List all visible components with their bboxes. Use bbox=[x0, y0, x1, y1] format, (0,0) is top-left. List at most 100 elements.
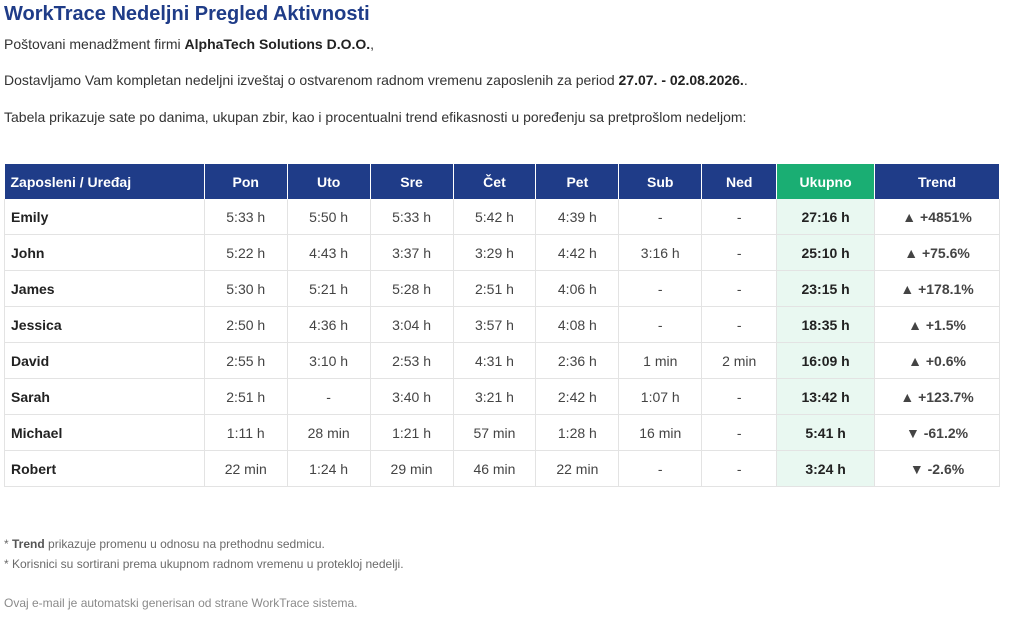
header-trend: Trend bbox=[874, 164, 1000, 199]
day-hours: 3:40 h bbox=[370, 378, 454, 415]
day-hours: 5:28 h bbox=[370, 270, 454, 307]
day-hours: - bbox=[701, 234, 778, 271]
trend-note-label: Trend bbox=[12, 537, 45, 551]
day-hours: 29 min bbox=[370, 450, 454, 487]
day-hours: 5:42 h bbox=[453, 199, 537, 235]
day-hours: 2 min bbox=[701, 342, 778, 379]
trend-value: ▲ +4851% bbox=[874, 199, 1000, 235]
day-hours: 4:06 h bbox=[535, 270, 620, 307]
table-row: James 5:30 h 5:21 h 5:28 h 2:51 h 4:06 h - -23:… bbox=[4, 270, 1000, 307]
day-hours: 5:50 h bbox=[287, 199, 371, 235]
employee-name: Michael bbox=[4, 414, 205, 451]
total-hours: 18:35 h bbox=[776, 306, 876, 343]
header-day: Pon bbox=[204, 164, 288, 199]
header-day: Uto bbox=[287, 164, 371, 199]
table-row: Michael 1:11 h 28 min 1:21 h 57 min 1:28 h 16 … bbox=[4, 414, 1000, 451]
day-hours: 3:29 h bbox=[453, 234, 537, 271]
day-hours: - bbox=[701, 306, 778, 343]
total-hours: 5:41 h bbox=[776, 414, 876, 451]
trend-value: ▼ -61.2% bbox=[874, 414, 1000, 451]
greeting-suffix: , bbox=[370, 36, 375, 52]
trend-value: ▼ -2.6% bbox=[874, 450, 1000, 487]
greeting: Poštovani menadžment firmi AlphaTech Sol… bbox=[4, 35, 374, 53]
day-hours: 5:33 h bbox=[370, 199, 454, 235]
total-hours: 23:15 h bbox=[776, 270, 876, 307]
day-hours: 3:57 h bbox=[453, 306, 537, 343]
total-hours: 3:24 h bbox=[776, 450, 876, 487]
table-row: Sarah 2:51 h -3:40 h 3:21 h 2:42 h 1:07 h -13:… bbox=[4, 378, 1000, 415]
day-hours: 28 min bbox=[287, 414, 371, 451]
header-day: Ned bbox=[701, 164, 778, 199]
employee-name: Emily bbox=[4, 199, 205, 235]
day-hours: 22 min bbox=[535, 450, 620, 487]
report-period: 27.07. - 02.08.2026. bbox=[618, 72, 744, 88]
day-hours: - bbox=[618, 270, 703, 307]
trend-value: ▲ +1.5% bbox=[874, 306, 1000, 343]
day-hours: 16 min bbox=[618, 414, 703, 451]
day-hours: 1:24 h bbox=[287, 450, 371, 487]
intro-paragraph: Dostavljamo Vam kompletan nedeljni izveš… bbox=[4, 71, 748, 89]
intro-text: Dostavljamo Vam kompletan nedeljni izveš… bbox=[4, 72, 619, 88]
total-hours: 13:42 h bbox=[776, 378, 876, 415]
day-hours: 4:42 h bbox=[535, 234, 620, 271]
footer-text: Ovaj e-mail je automatski generisan od s… bbox=[4, 596, 358, 610]
day-hours: 2:50 h bbox=[204, 306, 288, 343]
header-total: Ukupno bbox=[776, 164, 876, 199]
table-row: John 5:22 h 4:43 h 3:37 h 3:29 h 4:42 h 3:16 h… bbox=[4, 234, 1000, 271]
trend-value: ▲ +75.6% bbox=[874, 234, 1000, 271]
sort-note: * Korisnici su sortirani prema ukupnom r… bbox=[4, 557, 404, 571]
day-hours: - bbox=[701, 270, 778, 307]
header-employee: Zaposleni / Uređaj bbox=[4, 164, 205, 199]
day-hours: - bbox=[618, 450, 703, 487]
employee-name: James bbox=[4, 270, 205, 307]
day-hours: - bbox=[701, 199, 778, 235]
day-hours: 4:39 h bbox=[535, 199, 620, 235]
trend-note-text: prikazuje promenu u odnosu na prethodnu … bbox=[44, 537, 325, 551]
total-hours: 27:16 h bbox=[776, 199, 876, 235]
header-day: Pet bbox=[535, 164, 620, 199]
day-hours: 4:43 h bbox=[287, 234, 371, 271]
trend-value: ▲ +0.6% bbox=[874, 342, 1000, 379]
day-hours: 4:08 h bbox=[535, 306, 620, 343]
day-hours: - bbox=[701, 414, 778, 451]
day-hours: 3:04 h bbox=[370, 306, 454, 343]
trend-value: ▲ +123.7% bbox=[874, 378, 1000, 415]
day-hours: - bbox=[701, 450, 778, 487]
day-hours: 2:36 h bbox=[535, 342, 620, 379]
day-hours: 46 min bbox=[453, 450, 537, 487]
day-hours: 5:30 h bbox=[204, 270, 288, 307]
day-hours: 2:51 h bbox=[204, 378, 288, 415]
greeting-prefix: Poštovani menadžment firmi bbox=[4, 36, 185, 52]
day-hours: 2:42 h bbox=[535, 378, 620, 415]
day-hours: 22 min bbox=[204, 450, 288, 487]
day-hours: 1 min bbox=[618, 342, 703, 379]
day-hours: 4:36 h bbox=[287, 306, 371, 343]
employee-name: Jessica bbox=[4, 306, 205, 343]
day-hours: 1:28 h bbox=[535, 414, 620, 451]
day-hours: 1:11 h bbox=[204, 414, 288, 451]
day-hours: 1:21 h bbox=[370, 414, 454, 451]
day-hours: 3:16 h bbox=[618, 234, 703, 271]
trend-value: ▲ +178.1% bbox=[874, 270, 1000, 307]
employee-name: John bbox=[4, 234, 205, 271]
email-title: WorkTrace Nedeljni Pregled Aktivnosti bbox=[4, 3, 370, 25]
table-body: Emily 5:33 h 5:50 h 5:33 h 5:42 h 4:39 h - -27:… bbox=[4, 199, 1000, 487]
day-hours: 5:21 h bbox=[287, 270, 371, 307]
intro-suffix: . bbox=[743, 72, 748, 88]
header-row: Zaposleni / Uređaj Pon Uto Sre Čet Pet Sub Ned U… bbox=[4, 164, 1000, 199]
total-hours: 25:10 h bbox=[776, 234, 876, 271]
day-hours: 4:31 h bbox=[453, 342, 537, 379]
day-hours: 57 min bbox=[453, 414, 537, 451]
table-row: Emily 5:33 h 5:50 h 5:33 h 5:42 h 4:39 h - -27:… bbox=[4, 199, 1000, 235]
day-hours: 5:33 h bbox=[204, 199, 288, 235]
trend-note-prefix: * bbox=[4, 537, 13, 551]
header-day: Sub bbox=[618, 164, 703, 199]
day-hours: 3:37 h bbox=[370, 234, 454, 271]
day-hours: 3:10 h bbox=[287, 342, 371, 379]
header-day: Čet bbox=[453, 164, 537, 199]
company-name: AlphaTech Solutions D.O.O. bbox=[184, 36, 371, 52]
table-header: Zaposleni / Uređaj Pon Uto Sre Čet Pet Sub Ned U… bbox=[4, 164, 1000, 199]
day-hours: 3:21 h bbox=[453, 378, 537, 415]
table-description: Tabela prikazuje sate po danima, ukupan … bbox=[4, 109, 747, 125]
